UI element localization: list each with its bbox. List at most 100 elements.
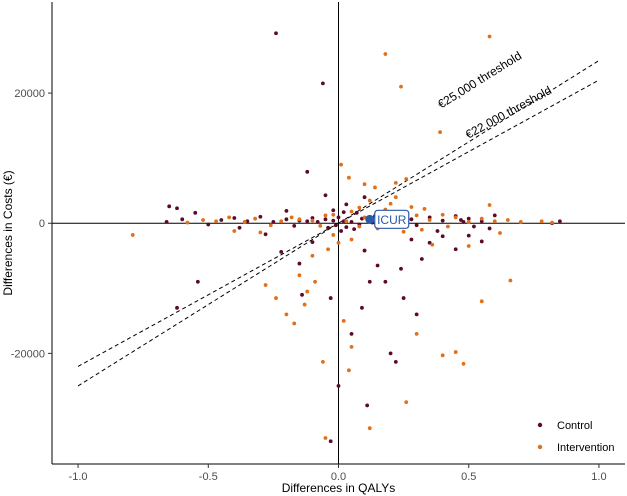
point-intervention (367, 198, 372, 203)
point-intervention (258, 230, 263, 235)
point-control (440, 218, 445, 223)
point-intervention (341, 318, 346, 323)
point-control (362, 248, 367, 253)
point-control (274, 31, 278, 36)
point-intervention (253, 216, 258, 221)
point-intervention (357, 224, 362, 229)
point-intervention (297, 217, 302, 222)
point-control (326, 225, 330, 230)
point-intervention (492, 219, 497, 224)
point-control (414, 223, 419, 228)
point-intervention (310, 218, 315, 223)
point-intervention (466, 220, 471, 224)
point-control (414, 312, 419, 317)
point-intervention (201, 218, 205, 222)
point-intervention (373, 185, 377, 190)
point-control (427, 240, 432, 245)
point-intervention (323, 213, 328, 218)
point-intervention (461, 361, 466, 366)
x-tick-label: -1.0 (69, 471, 88, 483)
point-control (279, 249, 284, 254)
point-control (479, 219, 484, 224)
point-intervention (349, 237, 354, 242)
point-control (466, 216, 471, 221)
point-control (354, 210, 359, 215)
point-control (360, 305, 364, 310)
point-control (349, 331, 354, 336)
point-intervention (388, 201, 393, 206)
point-intervention (297, 273, 302, 278)
x-axis-title: Differences in QALYs (282, 481, 396, 495)
point-intervention (393, 180, 398, 185)
point-control (284, 208, 289, 213)
point-intervention (214, 219, 218, 224)
point-intervention (289, 215, 294, 220)
x-tick-label: 1.0 (591, 471, 606, 483)
point-control (193, 210, 198, 215)
point-intervention (414, 213, 419, 218)
point-intervention (404, 400, 409, 405)
point-intervention (466, 244, 471, 248)
point-control (479, 239, 484, 244)
point-control (435, 229, 440, 233)
point-control (492, 213, 497, 218)
point-intervention (508, 278, 513, 283)
point-control (328, 296, 333, 300)
point-control (362, 195, 367, 200)
point-control (284, 217, 289, 222)
point-intervention (263, 283, 268, 287)
point-control (557, 219, 562, 224)
point-intervention (393, 195, 398, 200)
point-intervention (284, 312, 289, 317)
point-intervention (518, 220, 523, 224)
y-tick-label: -20000 (11, 348, 45, 360)
point-control (305, 219, 310, 224)
point-intervention (268, 223, 273, 228)
point-intervention (539, 219, 544, 224)
point-control (263, 232, 268, 237)
point-intervention (401, 229, 406, 234)
point-control (180, 217, 185, 222)
icur-label-box (374, 209, 410, 229)
point-intervention (318, 223, 323, 228)
point-intervention (422, 207, 427, 211)
x-tick-label: -0.5 (199, 471, 218, 483)
point-intervention (274, 296, 278, 300)
point-control (487, 226, 492, 231)
point-control (164, 220, 169, 224)
point-control (466, 233, 471, 238)
y-tick-label: 20000 (14, 88, 45, 100)
point-intervention (445, 224, 450, 229)
point-control (258, 214, 263, 219)
point-intervention (347, 175, 351, 180)
point-intervention (550, 220, 554, 225)
point-intervention (313, 279, 317, 284)
point-intervention (339, 162, 344, 167)
point-intervention (362, 182, 367, 187)
point-intervention (232, 229, 237, 233)
legend-swatch-control (537, 422, 543, 428)
x-tick-label: 0.0 (331, 471, 346, 483)
point-intervention (367, 426, 372, 431)
point-control (310, 240, 315, 245)
point-intervention (427, 218, 432, 222)
point-intervention (399, 84, 403, 89)
point-control (328, 439, 333, 444)
point-intervention (419, 227, 424, 232)
legend-swatch-intervention (537, 444, 543, 450)
point-control (409, 217, 414, 222)
point-control (323, 193, 328, 198)
point-intervention (453, 350, 458, 354)
point-control (310, 216, 315, 220)
point-intervention (279, 219, 284, 224)
point-intervention (320, 359, 325, 364)
point-control (331, 218, 336, 223)
point-control (167, 204, 172, 209)
point-intervention (440, 353, 445, 358)
point-control (365, 403, 370, 408)
point-control (195, 279, 200, 284)
point-intervention (323, 436, 328, 440)
point-control (472, 224, 476, 229)
point-control (175, 305, 179, 310)
